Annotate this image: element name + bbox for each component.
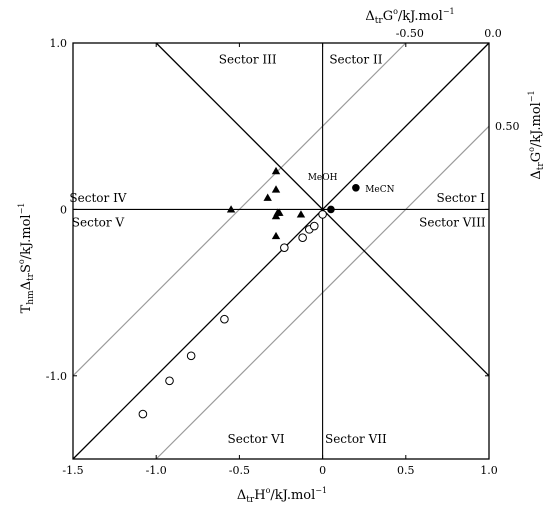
open-circle-marker xyxy=(309,221,319,231)
x-tick-label: -1.0 xyxy=(146,464,167,477)
diagonal-line xyxy=(72,42,490,460)
x-tick-label: -0.5 xyxy=(229,464,250,477)
x-tick-label: 0 xyxy=(319,464,326,477)
sector-label: Sector IV xyxy=(69,191,126,205)
right-tick-label: 0.50 xyxy=(495,120,520,133)
point-annotation: MeOH xyxy=(308,173,338,183)
x-tick-label: -1.5 xyxy=(62,464,83,477)
y-tick-label: 1.0 xyxy=(50,37,68,50)
point-annotation: MeCN xyxy=(365,185,394,195)
triangle-marker xyxy=(271,185,281,193)
antidiagonal-line xyxy=(155,42,490,377)
plot-frame xyxy=(72,42,490,460)
sector-label: Sector II xyxy=(329,53,382,67)
sector-label: Sector VIII xyxy=(419,216,486,230)
triangle-marker xyxy=(271,166,281,175)
y-tick-label: 0 xyxy=(60,203,67,216)
sector-label: Sector VII xyxy=(325,432,387,446)
open-circle-marker xyxy=(165,376,174,386)
x-tick-label: 1.0 xyxy=(480,464,498,477)
filled-circle-marker xyxy=(352,183,360,192)
chart-labels: -1.5 -1.0 -0.5 0 0.5 1.0-1.001.0-0.50 0.00.50S… xyxy=(46,27,520,477)
triangle-marker xyxy=(271,231,281,240)
data-marks xyxy=(138,166,360,419)
open-circle-marker xyxy=(186,351,196,361)
open-circle-marker xyxy=(298,233,307,242)
open-circle-marker xyxy=(280,243,289,252)
open-circle-marker xyxy=(138,409,148,419)
top-axis-title: ΔtrGo/kJ.mol−1 xyxy=(365,7,454,26)
filled-circle-marker xyxy=(327,205,335,214)
top-tick-label: -0.50 xyxy=(396,27,424,40)
right-axis-title: ΔtrGo/kJ.mol−1 xyxy=(527,90,546,179)
x-tick-label: 0.5 xyxy=(397,464,415,477)
open-circle-marker xyxy=(220,314,229,324)
triangle-marker xyxy=(263,193,272,201)
open-circle-marker xyxy=(318,210,327,219)
y-tick-label: -1.0 xyxy=(46,370,67,383)
sector-label: Sector I xyxy=(437,191,486,205)
triangle-marker xyxy=(226,205,236,213)
guide-lines xyxy=(72,42,490,460)
triangle-marker xyxy=(271,211,281,220)
sector-label: Sector V xyxy=(72,216,125,230)
triangle-marker xyxy=(296,210,306,218)
sector-label: Sector VI xyxy=(228,432,285,446)
sector-label: Sector III xyxy=(219,53,277,67)
x-axis-title: ΔtrHo/kJ.mol−1 xyxy=(237,486,327,505)
y-axis-title: ThmΔtrSo/kJ.mol−1 xyxy=(17,203,36,314)
top-tick-label: 0.0 xyxy=(484,27,502,40)
